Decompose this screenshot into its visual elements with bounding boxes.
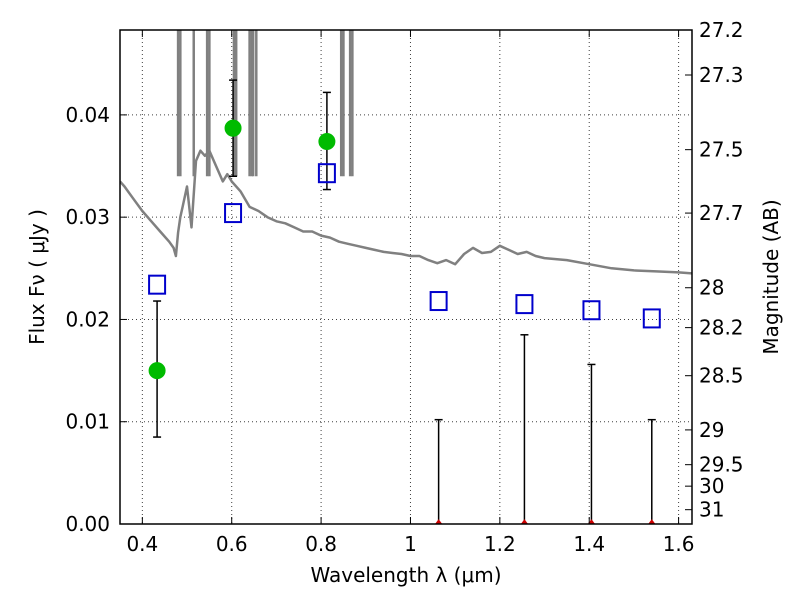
x-tick-label: 0.6 <box>216 532 248 556</box>
detection-point <box>148 362 166 380</box>
y-tick-label: 0.03 <box>65 205 110 229</box>
model-photometry-point <box>515 294 534 315</box>
x-tick-label: 1 <box>404 532 417 556</box>
y-axis-label: Flux Fν ( μJy ) <box>25 209 49 345</box>
model-photometry-point <box>317 163 336 184</box>
y2-tick-label: 27.3 <box>699 63 744 87</box>
x-tick-label: 0.4 <box>126 532 158 556</box>
y-tick-label: 0.02 <box>65 307 110 331</box>
y2-tick-label: 28 <box>699 276 724 300</box>
y2-tick-label: 28.2 <box>699 316 744 340</box>
y2-axis-label: Magnitude (AB) <box>759 199 783 354</box>
y2-tick-label: 27.7 <box>699 201 744 225</box>
x-tick-label: 1.4 <box>573 532 605 556</box>
y-tick-label: 0.01 <box>65 410 110 434</box>
axes: 0.4 0.6 0.8 1 1.2 1.4 1.6 0.00 0.01 0.02 0.03 0.04 2… <box>65 18 743 556</box>
x-tick-label: 0.8 <box>305 532 337 556</box>
detection-point <box>224 119 242 137</box>
y2-tick-label: 27.2 <box>699 18 744 42</box>
y2-tick-label: 31 <box>699 498 724 522</box>
detection-point <box>318 132 336 150</box>
y2-tick-label: 29 <box>699 418 724 442</box>
model-photometry-point <box>582 300 601 321</box>
x-tick-label: 1.2 <box>484 532 516 556</box>
model-photometry-point <box>642 308 661 329</box>
y-tick-label: 0.00 <box>65 512 110 536</box>
model-photometry-point <box>429 291 448 312</box>
y-tick-label: 0.04 <box>65 103 110 127</box>
x-axis-label: Wavelength λ (μm) <box>310 563 501 587</box>
y2-tick-label: 28.5 <box>699 364 744 388</box>
y2-tick-label: 29.5 <box>699 453 744 477</box>
y2-tick-label: 27.5 <box>699 138 744 162</box>
model-photometry-point <box>224 203 243 224</box>
x-tick-label: 1.6 <box>663 532 695 556</box>
model-photometry-point <box>148 274 167 295</box>
plot-data <box>120 30 692 275</box>
plot-frame <box>119 29 693 525</box>
y2-tick-label: 30 <box>699 474 724 498</box>
grid <box>120 30 692 525</box>
plot-markers <box>148 79 661 525</box>
spectrum-line <box>120 149 692 275</box>
